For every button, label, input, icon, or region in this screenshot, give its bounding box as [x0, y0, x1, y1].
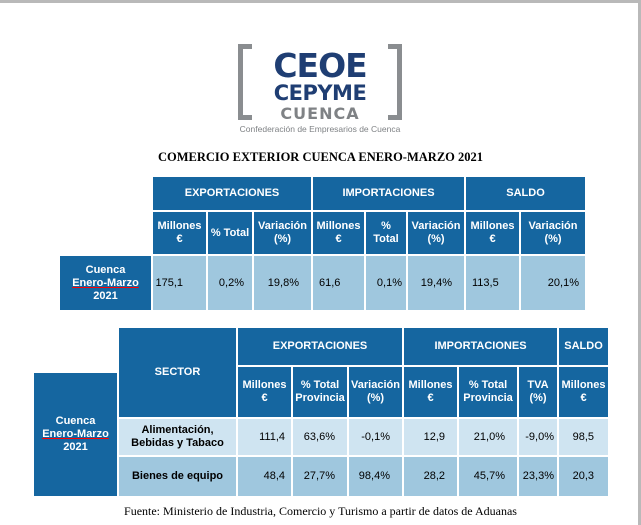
t2-cell-exp-millones: 48,4	[237, 456, 292, 497]
t1-header-exp-pct-total: % Total	[207, 211, 253, 255]
t2-row-sector: Bienes de equipo	[118, 456, 237, 497]
frame-right-border	[638, 0, 641, 525]
t2-row-sector: Alimentación, Bebidas y Tabaco	[118, 418, 237, 456]
t2-row-label-line1: Cuenca	[55, 415, 96, 427]
t2-group-importaciones: IMPORTACIONES	[403, 327, 558, 366]
t2-group-exportaciones: EXPORTACIONES	[237, 327, 403, 366]
t2-row-label-line3: 2021	[63, 441, 88, 453]
t2-cell-imp-pct-total-provincia: 45,7%	[458, 456, 518, 497]
t1-header-saldo-variacion: Variación (%)	[520, 211, 586, 255]
t2-header-imp-pct-total-provincia: % Total Provincia	[458, 366, 518, 418]
t2-header-imp-millones: Millones €	[403, 366, 458, 418]
t1-row-label: Cuenca Enero-Marzo 2021	[59, 255, 152, 311]
t1-header-imp-millones: Millones €	[312, 211, 365, 255]
t2-cell-imp-pct-total-provincia: 21,0%	[458, 418, 518, 456]
t1-group-importaciones: IMPORTACIONES	[312, 176, 465, 211]
t2-cell-exp-millones: 111,4	[237, 418, 292, 456]
source-footnote: Fuente: Ministerio de Industria, Comerci…	[124, 504, 517, 518]
logo-bracket-left	[238, 44, 252, 120]
t2-header-imp-tva: TVA (%)	[518, 366, 558, 418]
t1-value-imp-pct-total: 0,1%	[365, 255, 407, 311]
t2-cell-imp-tva: -9,0%	[518, 418, 558, 456]
t2-cell-saldo-millones: 98,5	[558, 418, 609, 456]
t1-header-exp-millones: Millones €	[152, 211, 207, 255]
document-title: COMERCIO EXTERIOR CUENCA ENERO-MARZO 202…	[157, 150, 484, 164]
t1-row-label-line2: Enero-Marzo	[72, 276, 139, 289]
logo-bracket-right	[388, 44, 402, 120]
t2-group-saldo: SALDO	[558, 327, 609, 366]
t1-value-imp-millones: 61,6	[312, 255, 365, 311]
t2-row-label: Cuenca Enero-Marzo 2021	[33, 372, 118, 497]
t1-header-imp-variacion: Variación (%)	[407, 211, 465, 255]
t1-value-exp-variacion: 19,8%	[253, 255, 312, 311]
t1-value-imp-variacion: 19,4%	[407, 255, 465, 311]
t2-cell-imp-millones: 12,9	[403, 418, 458, 456]
t2-cell-imp-millones: 28,2	[403, 456, 458, 497]
t1-header-imp-pct-total: % Total	[365, 211, 407, 255]
t1-value-saldo-millones: 113,5	[465, 255, 520, 311]
t2-header-exp-pct-total-provincia: % Total Provincia	[292, 366, 348, 418]
t2-cell-saldo-millones: 20,3	[558, 456, 609, 497]
t1-value-exp-millones: 175,1	[152, 255, 207, 311]
frame-top-border	[0, 0, 641, 3]
t1-value-saldo-variacion: 20,1%	[520, 255, 586, 311]
t1-group-exportaciones: EXPORTACIONES	[152, 176, 312, 211]
t1-value-exp-pct-total: 0,2%	[207, 255, 253, 311]
t1-header-saldo-millones: Millones €	[465, 211, 520, 255]
t2-cell-exp-pct-total-provincia: 27,7%	[292, 456, 348, 497]
logo-confederacion: Confederación de Empresarios de Cuenca	[239, 124, 401, 134]
t2-cell-exp-variacion: -0,1%	[348, 418, 403, 456]
t1-row-label-line3: 2021	[93, 289, 118, 302]
logo-ceoe: CEOE	[273, 46, 367, 85]
t2-header-exp-variacion: Variación (%)	[348, 366, 403, 418]
t2-cell-exp-pct-total-provincia: 63,6%	[292, 418, 348, 456]
t2-row-label-line2: Enero-Marzo	[42, 428, 109, 440]
t1-header-exp-variacion: Variación (%)	[253, 211, 312, 255]
logo-cepyme: CEPYME	[273, 81, 367, 105]
t1-group-saldo: SALDO	[465, 176, 586, 211]
t2-cell-imp-tva: 23,3%	[518, 456, 558, 497]
t2-header-sector: SECTOR	[118, 327, 237, 418]
t2-header-exp-millones: Millones €	[237, 366, 292, 418]
t2-cell-exp-variacion: 98,4%	[348, 456, 403, 497]
t1-row-label-line1: Cuenca	[85, 263, 126, 276]
logo: CEOE CEPYME CUENCA Confederación de Empr…	[238, 44, 402, 136]
t2-header-saldo-millones: Millones €	[558, 366, 609, 418]
logo-cuenca: CUENCA	[280, 104, 360, 123]
